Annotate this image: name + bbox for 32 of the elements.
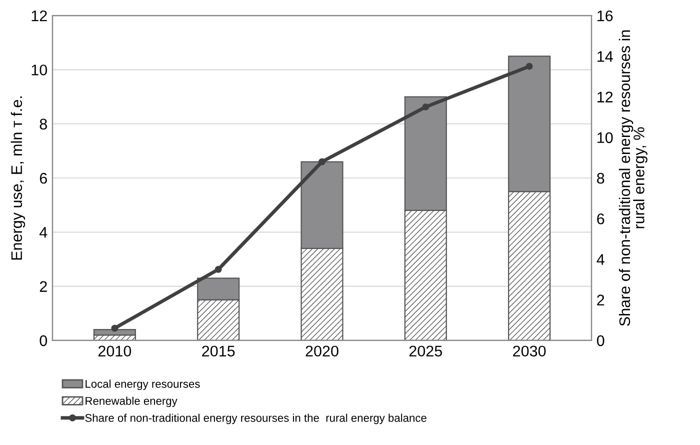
y2-tick-label: 12 [598, 92, 613, 102]
y-tick-label: 0 [40, 335, 48, 346]
x-tick-label: 2015 [202, 346, 235, 357]
point [111, 324, 118, 332]
legend-label: Renewable energy [86, 396, 178, 408]
x-tick-label: 2020 [306, 346, 338, 357]
x-tick-label: 2030 [513, 346, 546, 357]
y-tick-label: 10 [32, 64, 48, 76]
y-tick-label: 2 [40, 281, 47, 292]
x-tick-label: 2025 [409, 346, 442, 357]
y-axis-title: Energy use, E, mln т f.e. [10, 96, 26, 260]
point [526, 62, 533, 70]
y-tick-label: 12 [32, 10, 47, 22]
y2-tick-label: 16 [598, 10, 613, 22]
point [422, 103, 430, 110]
y2-tick-label: 14 [598, 51, 613, 62]
y-tick-label: 8 [40, 118, 47, 130]
y2-tick-label: 2 [597, 294, 604, 306]
y2-axis-title: Share of non-traditional energy resourses in rural energy, % [618, 30, 648, 326]
x-tick-label: 2010 [98, 346, 132, 357]
y2-tick-label: 0 [596, 335, 604, 346]
y2-tick-label: 6 [597, 213, 604, 224]
point [214, 266, 222, 273]
y2-tick-label: 4 [596, 254, 604, 265]
bar [93, 329, 136, 336]
y-tick-label: 4 [39, 227, 48, 238]
y2-tick-label: 10 [598, 132, 613, 144]
y2-tick-label: 8 [597, 172, 604, 184]
y-tick-label: 6 [40, 172, 47, 184]
legend-label: Local energy resourses [86, 380, 200, 390]
legend-label: Share of non-traditional energy resourses in the rural energy balance [85, 414, 426, 424]
point [318, 158, 326, 166]
